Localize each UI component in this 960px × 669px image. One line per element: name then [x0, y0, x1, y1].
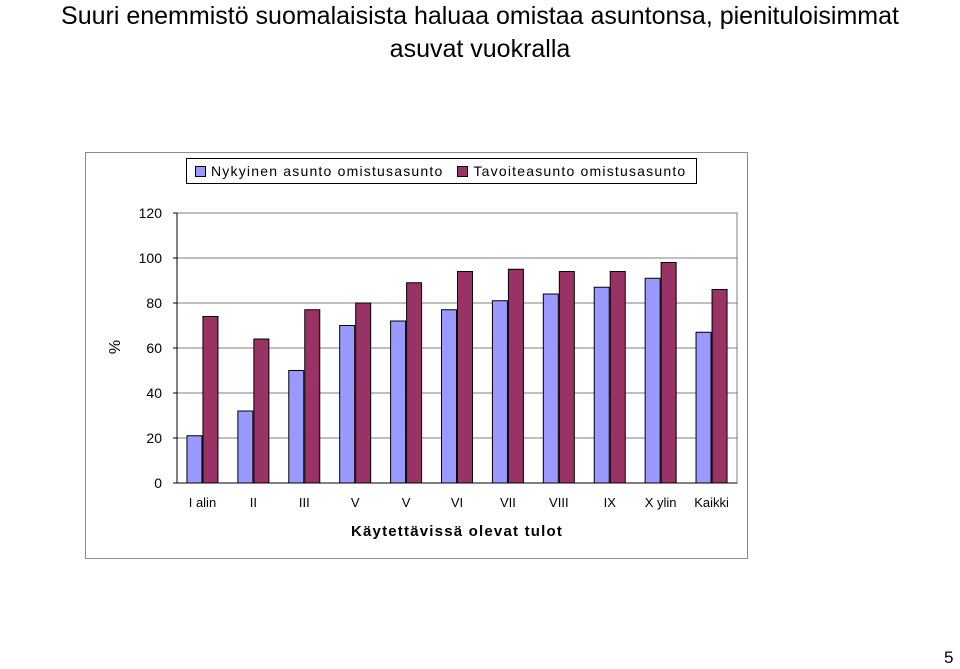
- bar-target-8: [609, 271, 626, 484]
- x-tick-label: IX: [604, 495, 617, 510]
- bar-target-9: [660, 262, 677, 484]
- legend-swatch-target: [457, 165, 469, 177]
- bar-target-7: [558, 271, 575, 484]
- bar-current-3: [339, 325, 356, 484]
- y-tick-label: 0: [154, 475, 162, 491]
- bar-target-1: [253, 338, 270, 484]
- bar-current-5: [441, 309, 457, 484]
- x-tick-label: X ylin: [645, 495, 677, 510]
- bar-current-9: [644, 277, 661, 484]
- bar-target-6: [507, 268, 524, 484]
- y-tick-label: 40: [146, 385, 162, 401]
- y-tick-label: 80: [146, 295, 162, 311]
- bar-current-0: [186, 435, 203, 484]
- bar-target-3: [355, 302, 372, 484]
- legend-swatch-current: [195, 165, 206, 177]
- bar-current-6: [491, 300, 508, 484]
- y-tick-label: 120: [139, 205, 163, 221]
- x-tick-label: V: [351, 495, 360, 510]
- bar-current-1: [237, 410, 254, 484]
- y-tick-label: 60: [146, 340, 162, 356]
- x-tick-label: Kaikki: [694, 495, 729, 510]
- legend-item-current: Nykyinen asunto omistusasunto: [195, 163, 443, 179]
- page-number: 5: [944, 648, 954, 667]
- bar-target-5: [457, 271, 473, 484]
- x-axis-title: Käytettävissä olevat tulot: [351, 523, 563, 540]
- legend-label-target: Tavoiteasunto omistusasunto: [473, 163, 687, 179]
- x-tick-label: II: [250, 495, 257, 510]
- legend-label-current: Nykyinen asunto omistusasunto: [211, 163, 444, 179]
- bar-current-4: [390, 320, 407, 484]
- bar-current-10: [695, 331, 712, 484]
- bar-target-0: [202, 316, 219, 484]
- bar-target-4: [406, 282, 423, 484]
- x-tick-label: VI: [451, 495, 463, 510]
- y-tick-label: 20: [146, 430, 162, 446]
- y-axis-title: %: [107, 340, 124, 354]
- bar-current-7: [542, 293, 559, 484]
- legend-item-target: Tavoiteasunto omistusasunto: [457, 163, 686, 179]
- x-tick-label: VIII: [549, 495, 569, 510]
- slide-title-line-2: asuvat vuokralla: [389, 35, 571, 63]
- x-tick-label: III: [299, 495, 310, 510]
- slide-title: Suuri enemmistö suomalaisista haluaa omi…: [0, 0, 960, 66]
- chart-legend: Nykyinen asunto omistusasunto Tavoiteasu…: [186, 158, 698, 184]
- x-tick-label: I alin: [189, 495, 216, 510]
- slide-title-line-1: Suuri enemmistö suomalaisista haluaa omi…: [61, 2, 899, 30]
- bar-target-2: [304, 309, 321, 484]
- bar-target-10: [711, 289, 728, 484]
- x-tick-label: VII: [500, 495, 516, 510]
- y-tick-label: 100: [139, 250, 163, 266]
- bar-current-2: [288, 370, 305, 484]
- bar-current-8: [593, 286, 610, 484]
- x-tick-label: V: [402, 495, 411, 510]
